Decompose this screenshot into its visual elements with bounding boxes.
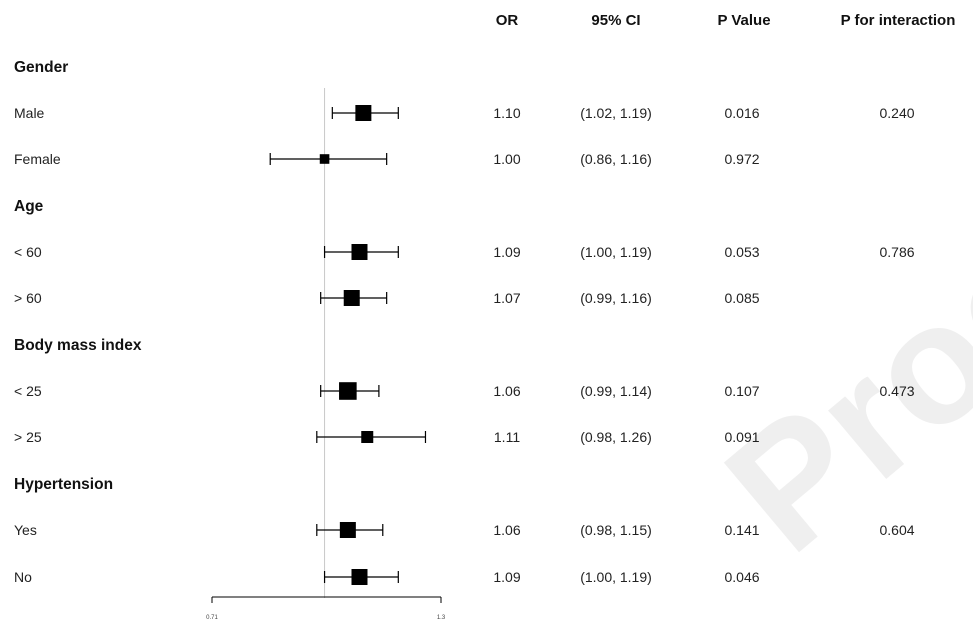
header-p-value: P Value	[717, 12, 771, 29]
header-or: OR	[495, 12, 519, 29]
header-p-interaction: P for interaction	[840, 12, 956, 29]
p-value-bmi-over-25: 0.091	[724, 429, 760, 445]
or-value-bmi-under-25: 1.06	[493, 383, 521, 399]
or-point-row-4	[339, 382, 357, 400]
p-value-male: 0.016	[724, 105, 760, 121]
group-label-age: Age	[14, 198, 44, 215]
row-label-age-under-60: < 60	[14, 244, 42, 260]
ci-value-bmi-under-25: (0.99, 1.14)	[580, 383, 652, 399]
ci-value-age-over-60: (0.99, 1.16)	[580, 290, 652, 306]
row-label-bmi-over-25: > 25	[14, 429, 42, 445]
or-value-age-under-60: 1.09	[493, 244, 521, 260]
group-label-hypertension: Hypertension	[14, 476, 114, 493]
ci-value-female: (0.86, 1.16)	[580, 151, 652, 167]
p-interaction-hypertension: 0.604	[879, 522, 915, 538]
p-value-bmi-under-25: 0.107	[724, 383, 760, 399]
or-value-age-over-60: 1.07	[493, 290, 521, 306]
p-interaction-gender: 0.240	[879, 105, 915, 121]
p-value-hypertension-yes: 0.141	[724, 522, 760, 538]
row-label-bmi-under-25: < 25	[14, 383, 42, 399]
row-label-hypertension-yes: Yes	[14, 522, 37, 538]
group-label-gender: Gender	[14, 59, 69, 76]
ci-value-hypertension-yes: (0.98, 1.15)	[580, 522, 652, 538]
group-label-bmi: Body mass index	[14, 337, 142, 354]
or-point-row-0	[355, 105, 372, 121]
header-ci: 95% CI	[591, 12, 641, 29]
or-value-hypertension-yes: 1.06	[493, 522, 521, 538]
row-label-female: Female	[14, 151, 61, 167]
p-value-age-under-60: 0.053	[724, 244, 760, 260]
p-value-female: 0.972	[724, 151, 760, 167]
p-value-age-over-60: 0.085	[724, 290, 760, 306]
or-point-row-5	[361, 431, 374, 443]
row-label-male: Male	[14, 105, 45, 121]
or-point-row-6	[339, 522, 356, 538]
or-point-row-7	[351, 569, 368, 585]
or-value-bmi-over-25: 1.11	[493, 429, 521, 445]
p-value-hypertension-no: 0.046	[724, 569, 760, 585]
p-interaction-age: 0.786	[879, 244, 915, 260]
ci-value-bmi-over-25: (0.98, 1.26)	[580, 429, 652, 445]
or-value-hypertension-no: 1.09	[493, 569, 521, 585]
x-axis: 0.71 1.3	[206, 596, 446, 621]
or-point-row-2	[351, 244, 368, 260]
ci-value-age-under-60: (1.00, 1.19)	[580, 244, 652, 260]
or-value-female: 1.00	[493, 151, 521, 167]
or-point-row-3	[343, 290, 360, 306]
ci-value-male: (1.02, 1.19)	[580, 105, 652, 121]
or-point-row-1	[319, 154, 330, 164]
row-label-hypertension-no: No	[14, 569, 32, 585]
p-interaction-bmi: 0.473	[879, 383, 915, 399]
or-value-male: 1.10	[493, 105, 521, 121]
x-tick-label-1: 1.3	[437, 615, 446, 621]
row-label-age-over-60: > 60	[14, 290, 42, 306]
x-tick-label-0: 0.71	[206, 615, 218, 621]
ci-value-hypertension-no: (1.00, 1.19)	[580, 569, 652, 585]
